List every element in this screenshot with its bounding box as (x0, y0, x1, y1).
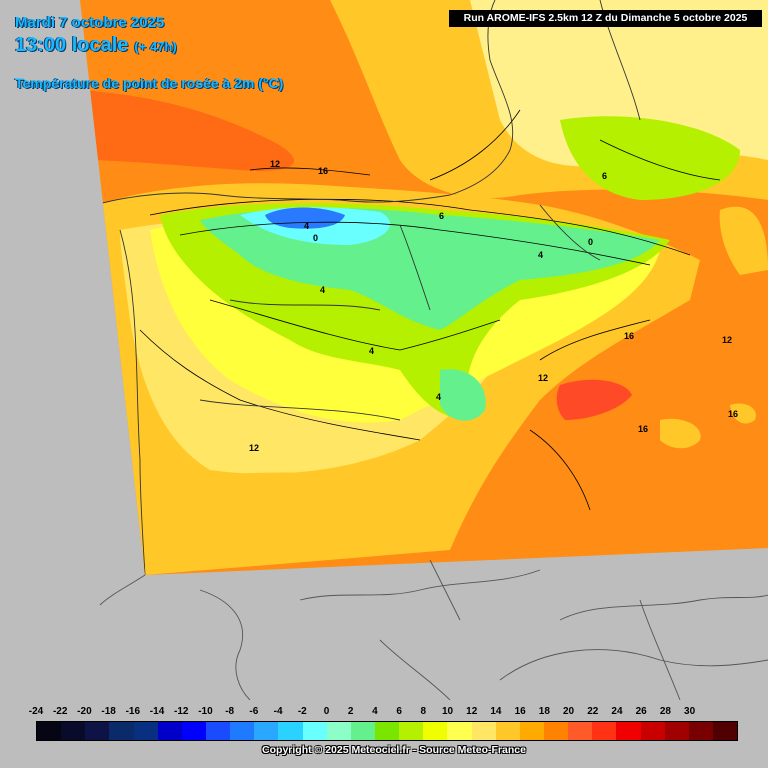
color-swatch (278, 722, 303, 740)
scale-tick-label: 24 (611, 706, 623, 717)
color-swatch (350, 722, 375, 740)
color-swatch (85, 722, 110, 740)
andalusia-orange (150, 472, 424, 572)
isoline-label: 4 (436, 392, 441, 402)
color-swatch (181, 722, 206, 740)
color-swatch (495, 722, 520, 740)
color-swatch (616, 722, 641, 740)
isoline-label: 0 (588, 237, 593, 247)
mediterranean-red-spot (556, 379, 632, 420)
scale-tick-label: -6 (249, 706, 259, 717)
scale-tick-label: -10 (198, 706, 213, 717)
scale-tick-label: -8 (225, 706, 235, 717)
isoline-label: 16 (318, 166, 328, 176)
color-swatch (157, 722, 182, 740)
color-scale-bar (36, 721, 738, 741)
scale-tick-label: 6 (396, 706, 402, 717)
sardinia-area (719, 206, 768, 275)
isoline-label: 4 (369, 346, 374, 356)
bay-of-biscay-warm-zone (80, 90, 294, 171)
parameter-title: Température de point de rosée à 2m (°C) (15, 75, 284, 91)
color-swatch (712, 722, 738, 740)
scale-tick-label: -18 (101, 706, 116, 717)
scale-tick-label: 18 (538, 706, 550, 717)
scale-tick-label: 26 (635, 706, 647, 717)
run-info-banner: Run AROME-IFS 2.5km 12 Z du Dimanche 5 o… (449, 10, 762, 27)
scale-tick-label: -24 (28, 706, 44, 717)
scale-tick-label: 10 (441, 706, 454, 717)
dewpoint-map: 12 16 4 0 6 6 0 4 4 4 4 12 16 12 16 16 1… (80, 0, 768, 700)
scale-tick-label: -14 (149, 706, 165, 717)
scale-tick-label: -20 (77, 706, 92, 717)
isoline-labels: 12 16 4 0 6 6 0 4 4 4 4 12 16 12 16 16 1… (249, 159, 738, 453)
forecast-time: 13:00 locale (+ 47h) (15, 34, 177, 57)
isoline-label: 0 (313, 233, 318, 243)
color-swatch (254, 722, 279, 740)
color-swatch (640, 722, 665, 740)
color-swatch (471, 722, 496, 740)
color-swatch (568, 722, 593, 740)
scale-tick-label: 28 (659, 706, 671, 717)
color-swatch (519, 722, 544, 740)
color-swatch (664, 722, 689, 740)
color-swatch (61, 722, 86, 740)
isoline-label: 12 (722, 335, 732, 345)
color-swatch (109, 722, 134, 740)
color-scale-labels: -24 -22 -20 -18 -16 -14 -12 -10 -8 -6 -4 -2 0 2 4 6 8 10 1… (24, 706, 744, 718)
isoline-label: 4 (304, 221, 309, 231)
balearic-islands (660, 403, 756, 449)
model-domain (80, 0, 768, 575)
color-swatch (592, 722, 617, 740)
forecast-time-value: 13:00 locale (15, 34, 129, 56)
isoline-label: 4 (320, 285, 325, 295)
color-swatch (37, 722, 62, 740)
color-swatch (326, 722, 351, 740)
scale-tick-label: -4 (273, 706, 283, 717)
isoline-label: 6 (602, 171, 607, 181)
scale-tick-label: 14 (490, 706, 502, 717)
outer-geography (99, 559, 768, 700)
color-swatch (688, 722, 713, 740)
color-swatch (447, 722, 472, 740)
isoline-label: 16 (638, 424, 648, 434)
scale-tick-label: 22 (587, 706, 599, 717)
north-france-pale (470, 0, 768, 167)
scale-tick-label: 20 (562, 706, 575, 717)
isoline-label: 16 (728, 409, 738, 419)
scale-tick-label: 2 (347, 706, 354, 717)
copyright-notice: Copyright © 2025 Meteociel.fr - Source M… (262, 744, 526, 756)
valencia-green (440, 369, 486, 421)
color-swatch (205, 722, 231, 740)
color-swatch (423, 722, 448, 740)
france-south-green (560, 116, 740, 200)
scale-tick-label: 12 (466, 706, 478, 717)
scale-tick-label: -22 (52, 706, 68, 717)
isoline-label: 12 (270, 159, 280, 169)
color-swatch (302, 722, 327, 740)
isoline-label: 12 (249, 443, 259, 453)
scale-tick-label: 8 (420, 706, 427, 717)
scale-tick-label: 30 (684, 706, 696, 717)
color-swatch (230, 722, 255, 740)
isoline-label: 4 (538, 250, 543, 260)
scale-tick-label: 0 (323, 706, 330, 717)
isoline-label: 12 (538, 373, 548, 383)
color-swatch (374, 722, 400, 740)
scale-tick-label: 4 (372, 706, 378, 717)
isolines (139, 109, 721, 511)
isoline-label: 16 (624, 331, 634, 341)
color-swatch (399, 722, 424, 740)
scale-tick-label: 16 (514, 706, 526, 717)
scale-tick-label: -2 (297, 706, 307, 717)
forecast-date: Mardi 7 octobre 2025 (15, 14, 165, 31)
isoline-label: 6 (439, 211, 444, 221)
scale-tick-label: -12 (174, 706, 189, 717)
scale-tick-label: -16 (125, 706, 141, 717)
lead-time: (+ 47h) (134, 39, 177, 54)
color-swatch (133, 722, 158, 740)
color-swatch (543, 722, 569, 740)
